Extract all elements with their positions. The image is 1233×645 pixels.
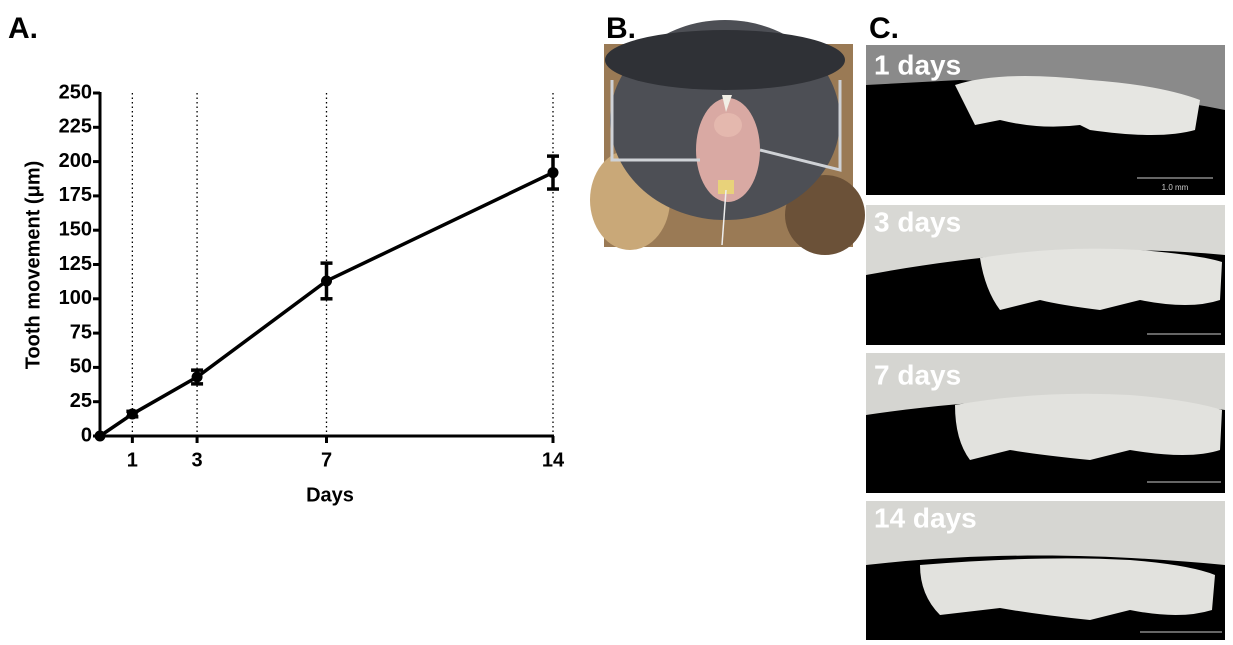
panel-label: C. bbox=[869, 12, 899, 45]
micro-ct-panel: 14 days bbox=[866, 501, 1225, 640]
chart: Days Tooth movement (μm) 1 3 7 14 0 25 50 75 100… bbox=[22, 81, 565, 506]
photo bbox=[590, 20, 865, 255]
y-tick-label: 175 bbox=[59, 184, 92, 206]
panel-label: B. bbox=[606, 12, 636, 45]
data-line bbox=[100, 173, 553, 436]
figure: A. B. C. 1.0 mm 1 days 3 days 7 days bbox=[0, 0, 1233, 640]
x-tick-label: 1 bbox=[127, 449, 138, 471]
x-tick-label: 3 bbox=[192, 449, 203, 471]
scale-bar-label: 1.0 mm bbox=[1162, 183, 1189, 192]
data-point bbox=[548, 167, 559, 178]
data-point bbox=[192, 372, 203, 383]
micro-ct-label: 3 days bbox=[874, 206, 961, 237]
y-tick-label: 100 bbox=[59, 287, 92, 309]
y-tick-label: 0 bbox=[81, 424, 92, 446]
y-tick-label: 50 bbox=[70, 356, 92, 378]
x-tick-label: 14 bbox=[542, 449, 565, 471]
micro-ct-panel: 7 days bbox=[866, 353, 1225, 493]
y-tick-label: 200 bbox=[59, 150, 92, 172]
micro-ct-label: 1 days bbox=[874, 49, 961, 80]
y-tick-label: 25 bbox=[70, 390, 92, 412]
data-point bbox=[95, 431, 106, 442]
x-axis-label: Days bbox=[306, 484, 354, 506]
y-tick-label: 225 bbox=[59, 116, 92, 138]
data-point bbox=[127, 409, 138, 420]
x-tick-label: 7 bbox=[321, 449, 332, 471]
y-tick-label: 125 bbox=[59, 253, 92, 275]
micro-ct-label: 7 days bbox=[874, 359, 961, 390]
y-tick-label: 75 bbox=[70, 321, 92, 343]
data-point bbox=[321, 275, 332, 286]
y-tick-label: 250 bbox=[59, 81, 92, 103]
micro-ct-label: 14 days bbox=[874, 502, 977, 533]
micro-ct-panel: 1.0 mm 1 days bbox=[866, 45, 1225, 195]
y-axis-label: Tooth movement (μm) bbox=[22, 161, 44, 370]
micro-ct-panel: 3 days bbox=[866, 205, 1225, 345]
panel-label: A. bbox=[8, 12, 38, 45]
y-tick-label: 150 bbox=[59, 218, 92, 240]
